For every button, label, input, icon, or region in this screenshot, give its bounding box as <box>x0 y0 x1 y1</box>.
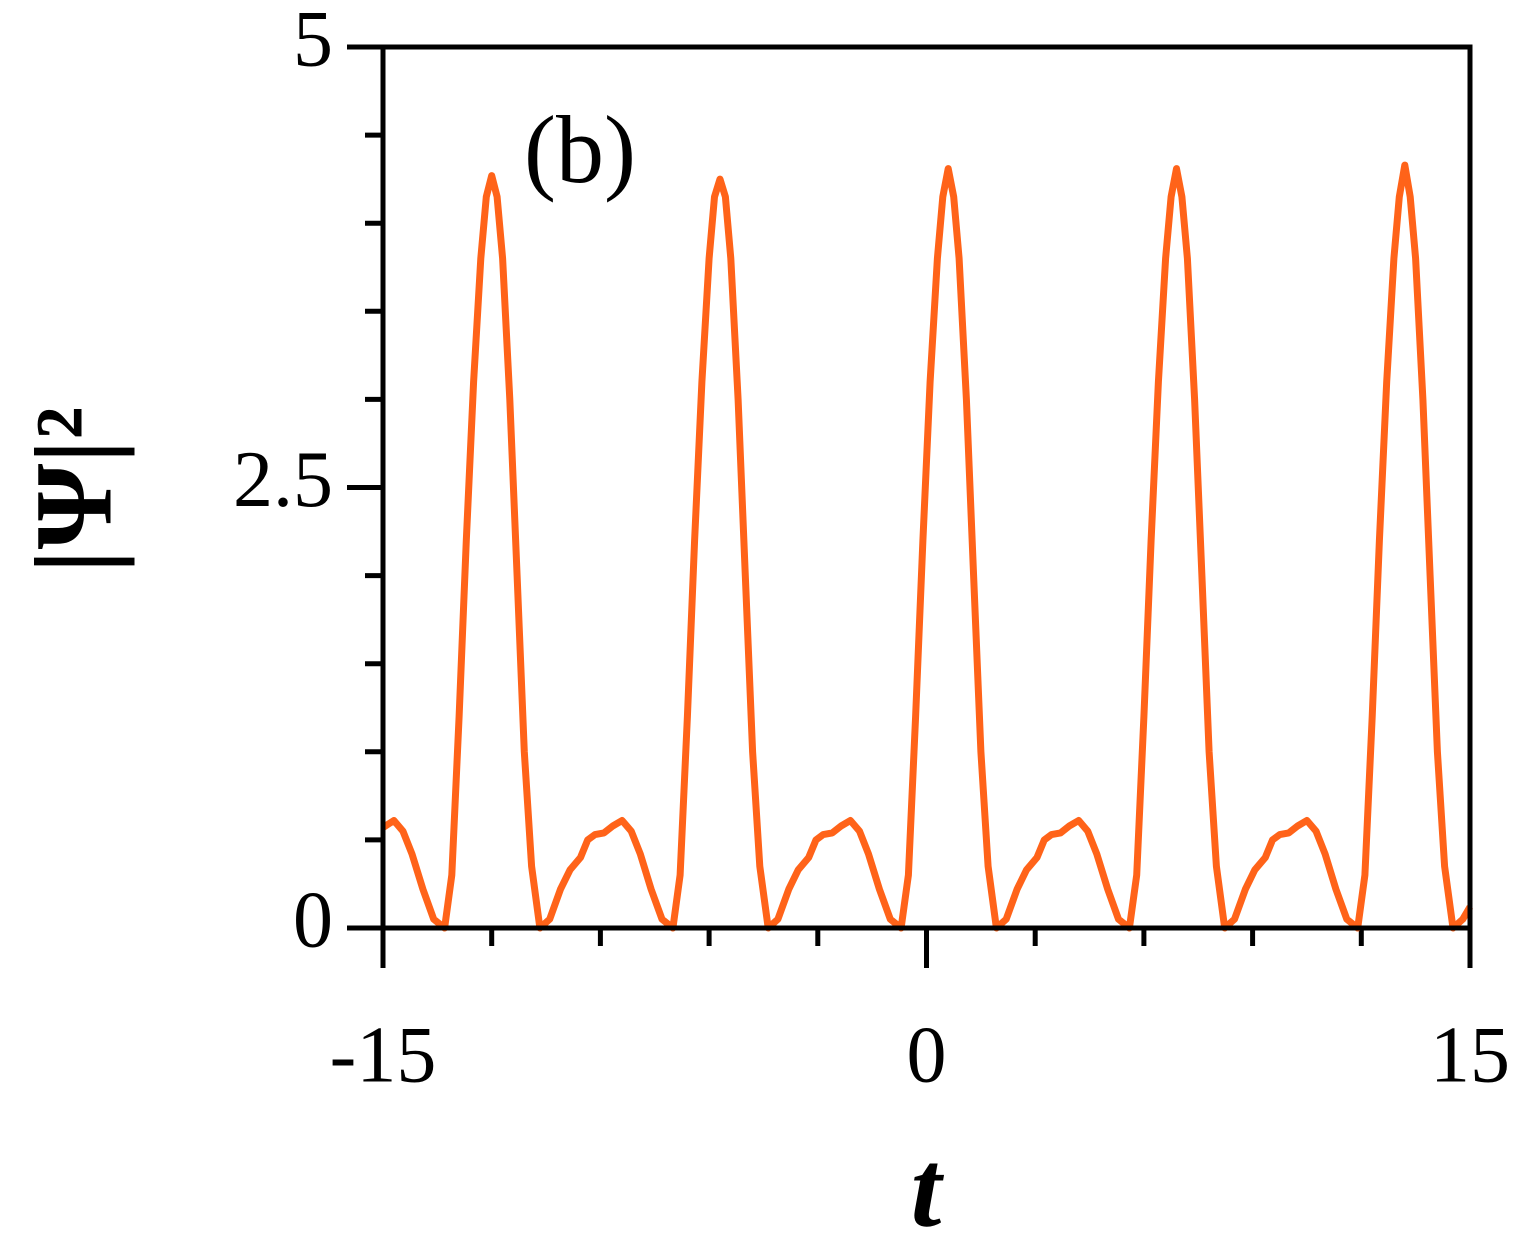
y-tick-label: 0 <box>293 876 333 964</box>
panel-label: (b) <box>524 96 636 203</box>
data-line <box>381 161 1474 932</box>
x-tick-label: 15 <box>1430 1011 1510 1099</box>
x-axis-label: t <box>911 1127 945 1249</box>
y-axis-label: |Ψ|² <box>12 406 134 573</box>
x-tick-label: -15 <box>330 1011 437 1099</box>
y-tick-label: 5 <box>293 0 333 83</box>
x-tick-label: 0 <box>907 1011 947 1099</box>
y-tick-label: 2.5 <box>233 436 333 524</box>
plot-frame <box>380 44 1473 931</box>
